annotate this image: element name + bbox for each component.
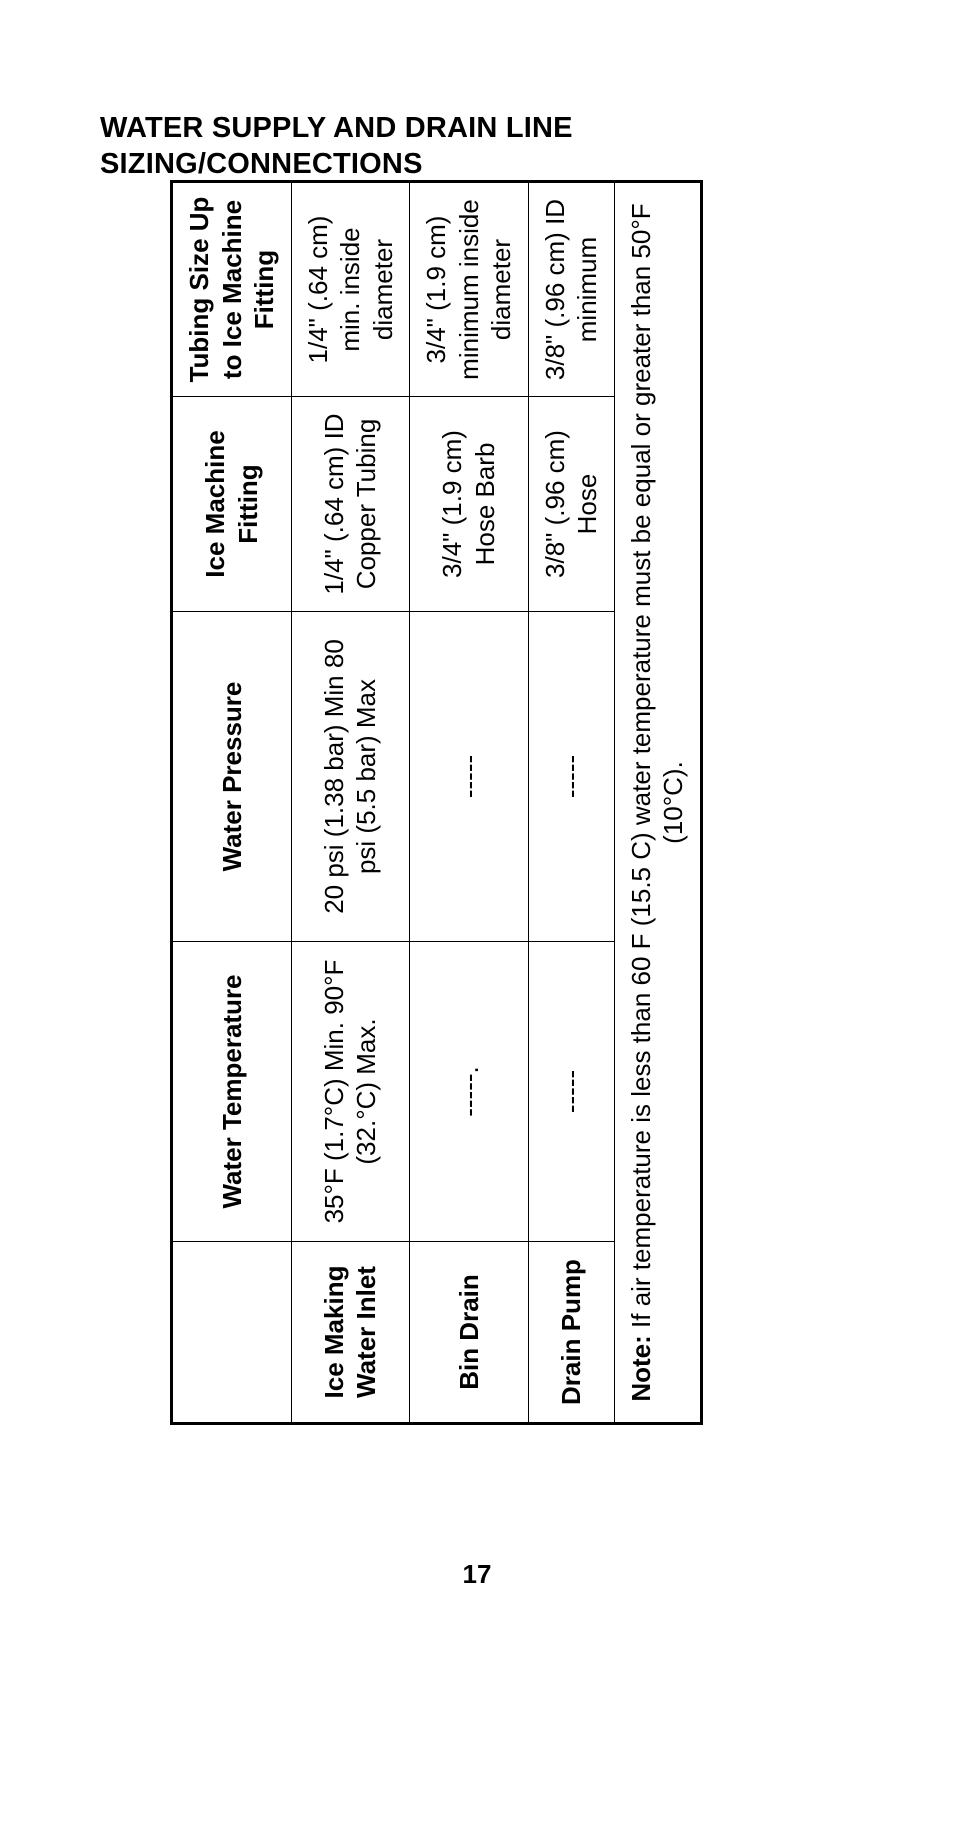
cell-pressure: ----- [410, 612, 529, 942]
note-text: If air temperature is less than 60 F (15… [626, 203, 689, 1335]
col-header-water-temp: Water Temperature [172, 942, 292, 1242]
table-row: Bin Drain -----. ----- 3/4" (1.9 cm) Hos… [410, 182, 529, 1424]
table-row: Ice Making Water Inlet 35°F (1.7°C) Min.… [291, 182, 410, 1424]
row-label: Drain Pump [528, 1242, 614, 1424]
row-label: Bin Drain [410, 1242, 529, 1424]
table-row: Drain Pump ----- ----- 3/8" (.96 cm) Hos… [528, 182, 614, 1424]
cell-pressure: ----- [528, 612, 614, 942]
row-label: Ice Making Water Inlet [291, 1242, 410, 1424]
col-header-tubing: Tubing Size Up to Ice Machine Fitting [172, 182, 292, 397]
note-label: Note: [626, 1335, 656, 1401]
table-note-row: Note: If air temperature is less than 60… [614, 182, 701, 1424]
table-note: Note: If air temperature is less than 60… [614, 182, 701, 1424]
page-number: 17 [0, 1559, 954, 1590]
col-header-water-pressure: Water Pressure [172, 612, 292, 942]
cell-temp: -----. [410, 942, 529, 1242]
cell-temp: ----- [528, 942, 614, 1242]
spec-table-wrap: Water Temperature Water Pressure Ice Mac… [170, 180, 703, 1425]
cell-fitting: 1/4" (.64 cm) ID Copper Tubing [291, 397, 410, 612]
table-header-row: Water Temperature Water Pressure Ice Mac… [172, 182, 292, 1424]
cell-fitting: 3/8" (.96 cm) Hose [528, 397, 614, 612]
section-heading: WATER SUPPLY AND DRAIN LINE SIZING/CONNE… [100, 110, 854, 183]
cell-tubing: 3/8" (.96 cm) ID minimum [528, 182, 614, 397]
col-header-fitting: Ice Machine Fitting [172, 397, 292, 612]
page: WATER SUPPLY AND DRAIN LINE SIZING/CONNE… [0, 0, 954, 1845]
cell-tubing: 3/4" (1.9 cm) minimum inside diameter [410, 182, 529, 397]
col-header-blank [172, 1242, 292, 1424]
cell-temp: 35°F (1.7°C) Min. 90°F (32.°C) Max. [291, 942, 410, 1242]
cell-tubing: 1/4" (.64 cm) min. inside diameter [291, 182, 410, 397]
spec-table: Water Temperature Water Pressure Ice Mac… [170, 180, 703, 1425]
cell-pressure: 20 psi (1.38 bar) Min 80 psi (5.5 bar) M… [291, 612, 410, 942]
cell-fitting: 3/4" (1.9 cm) Hose Barb [410, 397, 529, 612]
